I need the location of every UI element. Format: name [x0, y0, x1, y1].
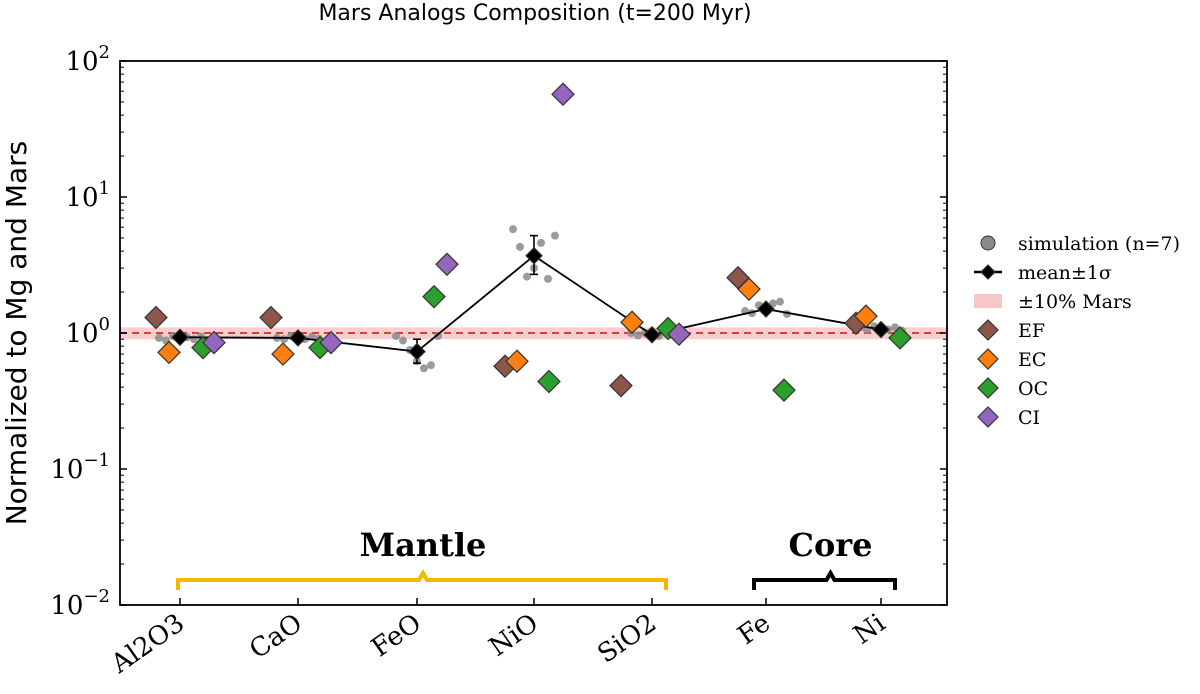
plot-area: 10−2 10−1 100 101 102 Al2O3 CaO FeO NiO SiO2 Fe Ni M… — [50, 42, 948, 680]
y-tick-label: 100 — [65, 314, 110, 349]
legend-marker-ef — [977, 319, 999, 341]
x-tick-label: FeO — [366, 608, 427, 663]
diamond-oc — [537, 369, 561, 394]
legend: simulation (n=7) mean±1σ ±10% Mars EF EC OC CI — [974, 233, 1180, 429]
diamond-ef — [259, 305, 283, 330]
x-tick-label: SiO2 — [592, 608, 662, 669]
legend-label: simulation (n=7) — [1018, 233, 1180, 255]
y-tick-label: 101 — [65, 178, 110, 213]
group-bracket — [752, 568, 897, 590]
mean-marker — [408, 342, 426, 361]
legend-marker-oc — [977, 377, 999, 399]
mean-marker — [872, 320, 890, 339]
diamond-ci — [667, 322, 691, 347]
simulation-point — [776, 297, 784, 306]
diamond-ci — [435, 252, 459, 277]
simulation-point — [280, 335, 288, 344]
mean-marker — [525, 246, 543, 265]
mean-marker — [757, 300, 775, 318]
x-tick-label: NiO — [484, 608, 544, 663]
legend-marker-mean — [980, 264, 996, 280]
simulation-point — [509, 225, 517, 234]
x-tick-label: Ni — [848, 608, 891, 650]
x-tick-label: Fe — [733, 608, 776, 651]
simulation-point — [544, 274, 552, 283]
legend-label: OC — [1018, 378, 1048, 400]
legend-label: ±10% Mars — [1018, 291, 1132, 313]
diamond-ci — [319, 330, 343, 355]
legend-label: EF — [1018, 320, 1045, 342]
x-tick-label: CaO — [244, 608, 308, 665]
simulation-point — [155, 333, 163, 342]
diamond-ci — [202, 330, 226, 355]
simulation-point — [427, 361, 435, 370]
chart-title: Mars Analogs Composition (t=200 Myr) — [318, 1, 751, 26]
simulation-point — [551, 231, 559, 240]
diamond-ef — [144, 305, 168, 330]
y-tick-label: 10−2 — [50, 586, 110, 621]
diamond-oc — [888, 326, 912, 350]
legend-label: EC — [1018, 349, 1046, 371]
simulation-point — [516, 242, 524, 251]
simulation-point — [523, 272, 531, 281]
legend-label: CI — [1018, 407, 1040, 429]
mean-marker — [289, 329, 307, 347]
legend-marker-ec — [977, 348, 999, 370]
simulation-point — [634, 331, 642, 340]
group-label: Mantle — [360, 526, 487, 564]
y-tick-label: 102 — [65, 42, 110, 77]
diamond-ec — [620, 310, 644, 335]
mean-marker — [643, 325, 661, 344]
diamond-ec — [157, 340, 181, 365]
simulation-point — [434, 332, 442, 341]
simulation-point — [399, 336, 407, 345]
simulation-point — [392, 332, 400, 341]
diamond-oc — [422, 284, 446, 309]
group-label: Core — [788, 526, 872, 564]
x-tick-label: Al2O3 — [105, 608, 190, 680]
diamond-ci — [551, 82, 575, 107]
group-bracket — [176, 568, 668, 590]
mean-marker — [171, 328, 189, 347]
y-tick-label: 10−1 — [50, 450, 110, 485]
diamond-ec — [854, 304, 878, 329]
legend-swatch-band — [974, 294, 1002, 308]
simulation-point — [537, 238, 545, 247]
legend-marker-ci — [977, 406, 999, 428]
legend-marker-simulation — [980, 235, 996, 251]
simulation-point — [420, 364, 428, 373]
diamond-ec — [505, 349, 529, 374]
y-axis-label: Normalized to Mg and Mars — [0, 141, 33, 526]
simulation-point — [190, 335, 198, 344]
diamond-ef — [609, 373, 633, 398]
diamond-ec — [271, 342, 295, 366]
legend-label: mean±1σ — [1018, 262, 1112, 284]
diamond-ec — [737, 277, 761, 302]
diamond-oc — [772, 378, 796, 402]
